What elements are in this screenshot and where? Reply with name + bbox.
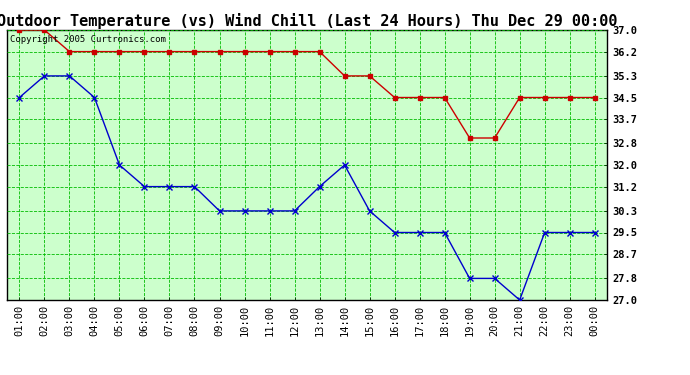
Title: Outdoor Temperature (vs) Wind Chill (Last 24 Hours) Thu Dec 29 00:00: Outdoor Temperature (vs) Wind Chill (Las…: [0, 13, 618, 29]
Text: Copyright 2005 Curtronics.com: Copyright 2005 Curtronics.com: [10, 35, 166, 44]
